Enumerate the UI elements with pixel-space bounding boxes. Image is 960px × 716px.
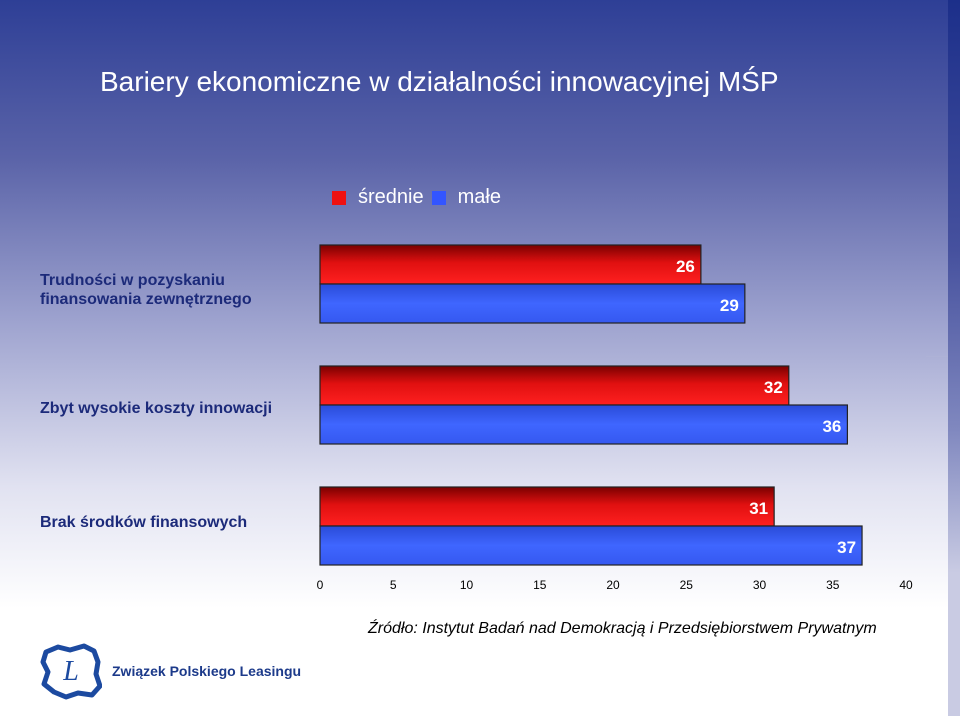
bar-brak-srednie [319,486,775,527]
x-tick-label-5: 5 [390,578,397,592]
chart-legend: średnie małe [332,186,509,209]
category-label-koszty: Zbyt wysokie koszty innowacji [40,400,273,417]
data-label-koszty-srednie: 32 [764,378,783,397]
x-axis: 0 5 10 15 20 25 30 35 40 [317,578,913,592]
data-label-brak-srednie: 31 [749,499,768,518]
bars-layer: 26 29 32 36 31 37 [319,244,863,566]
x-tick-label-35: 35 [826,578,840,592]
legend-swatch-male [431,190,446,205]
bar-brak-male [319,525,863,566]
x-tick-label-25: 25 [680,578,694,592]
legend-swatch-srednie [332,190,346,205]
data-label-koszty-male: 36 [822,417,841,436]
right-decor-line [926,356,948,357]
legend-label-srednie: średnie [358,186,424,208]
x-tick-label-0: 0 [317,578,324,592]
bar-trudnosci-male [319,283,746,324]
category-label-brak: Brak środków finansowych [40,514,248,531]
poland-map-logo-icon: L [40,643,102,700]
data-label-trudnosci-srednie: 26 [676,257,695,276]
logo: L Związek Polskiego Leasingu [40,642,301,700]
right-decor-strip [948,0,960,716]
category-label-trudnosci: Trudności w pozyskaniu finansowania zewn… [40,272,252,308]
legend-item-male: małe [431,186,501,209]
x-tick-label-15: 15 [533,578,547,592]
logo-letter: L [62,656,79,687]
legend-item-srednie: średnie [332,186,424,209]
source-note: Źródło: Instytut Badań nad Demokracją i … [368,620,877,637]
page-title: Bariery ekonomiczne w działalności innow… [100,66,779,97]
bar-chart: 26 29 32 36 31 37 0 5 10 15 20 25 30 35 40 [317,244,913,592]
x-tick-label-30: 30 [753,578,767,592]
x-tick-label-20: 20 [606,578,620,592]
bar-trudnosci-srednie [319,244,702,285]
data-label-brak-male: 37 [837,538,856,557]
bar-koszty-male [319,404,849,445]
x-tick-label-40: 40 [899,578,913,592]
logo-text: Związek Polskiego Leasingu [112,663,302,679]
x-tick-label-10: 10 [460,578,474,592]
bar-koszty-srednie [319,365,790,406]
data-label-trudnosci-male: 29 [720,296,739,315]
legend-label-male: małe [457,186,501,208]
